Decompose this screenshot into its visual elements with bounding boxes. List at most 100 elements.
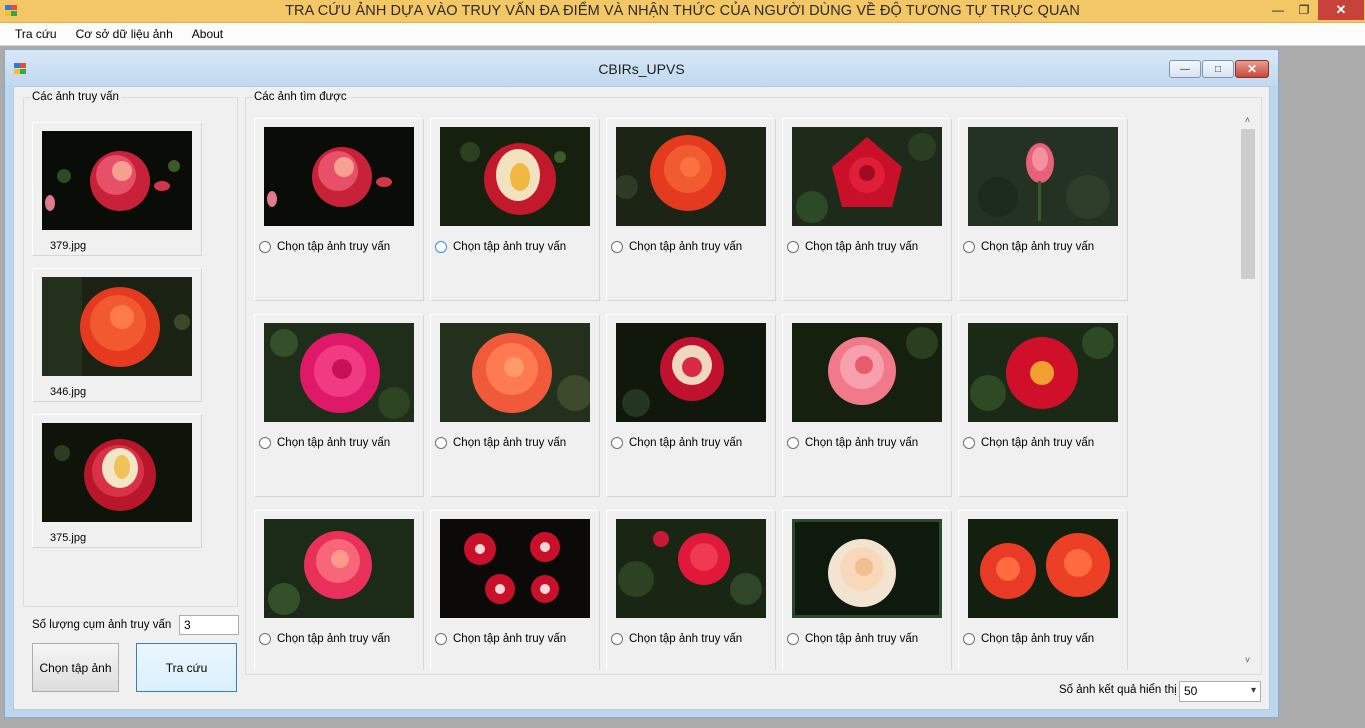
radio-icon[interactable]: [787, 241, 799, 253]
scrollbar-thumb[interactable]: [1241, 129, 1255, 279]
result-image-card[interactable]: Chọn tập ảnh truy vấn: [254, 510, 424, 670]
query-image-card[interactable]: 346.jpg: [32, 268, 202, 402]
chevron-down-icon[interactable]: ▾: [1250, 685, 1256, 696]
window-app-icon: [13, 62, 27, 76]
radio-label[interactable]: Chọn tập ảnh truy vấn: [805, 633, 919, 645]
result-thumbnail: [264, 323, 414, 422]
result-thumbnail: [616, 323, 766, 422]
result-image-card[interactable]: Chọn tập ảnh truy vấn: [606, 118, 776, 301]
window-close-button[interactable]: ✕: [1235, 60, 1269, 78]
window-titlebar: CBIRs_UPVS — □ ✕: [5, 50, 1278, 86]
radio-icon[interactable]: [611, 437, 623, 449]
radio-icon[interactable]: [963, 241, 975, 253]
radio-label[interactable]: Chọn tập ảnh truy vấn: [453, 241, 567, 253]
results-scroll-area[interactable]: Chọn tập ảnh truy vấn Chọn tập ảnh truy …: [254, 112, 1254, 670]
radio-label[interactable]: Chọn tập ảnh truy vấn: [277, 633, 391, 645]
cbirs-window: CBIRs_UPVS — □ ✕ Các ảnh truy vấn 379.jp…: [4, 49, 1279, 718]
result-thumbnail: [616, 127, 766, 226]
radio-label[interactable]: Chọn tập ảnh truy vấn: [453, 437, 567, 449]
results-group-label: Các ảnh tìm được: [252, 90, 349, 104]
result-count-value: 50: [1184, 684, 1198, 698]
result-thumbnail: [792, 127, 942, 226]
result-image-card[interactable]: Chọn tập ảnh truy vấn: [782, 118, 952, 301]
result-thumbnail: [968, 323, 1118, 422]
result-image-card[interactable]: Chọn tập ảnh truy vấn: [606, 314, 776, 497]
scroll-down-icon[interactable]: ˅: [1244, 655, 1251, 665]
app-title: TRA CỨU ẢNH DỰA VÀO TRUY VẤN ĐA ĐIỂM VÀ …: [285, 3, 1080, 19]
result-thumbnail: [440, 127, 590, 226]
result-image-card[interactable]: Chọn tập ảnh truy vấn: [782, 314, 952, 497]
radio-icon[interactable]: [787, 633, 799, 645]
result-image-card[interactable]: Chọn tập ảnh truy vấn: [958, 314, 1128, 497]
result-image-card[interactable]: Chọn tập ảnh truy vấn: [606, 510, 776, 670]
radio-icon[interactable]: [611, 241, 623, 253]
cluster-count-label: Số lượng cụm ảnh truy vấn: [32, 619, 172, 631]
window-title: CBIRs_UPVS: [598, 61, 685, 77]
result-image-card[interactable]: Chọn tập ảnh truy vấn: [254, 118, 424, 301]
result-image-card[interactable]: Chọn tập ảnh truy vấn: [958, 118, 1128, 301]
radio-icon[interactable]: [963, 633, 975, 645]
app-windows-icon: [4, 4, 18, 18]
radio-icon[interactable]: [787, 437, 799, 449]
radio-label[interactable]: Chọn tập ảnh truy vấn: [805, 437, 919, 449]
menubar: Tra cứu Cơ sở dữ liệu ảnh About: [0, 23, 1365, 46]
result-thumbnail: [968, 519, 1118, 618]
choose-image-set-button[interactable]: Chọn tập ảnh: [32, 643, 119, 692]
radio-label[interactable]: Chọn tập ảnh truy vấn: [629, 633, 743, 645]
radio-label[interactable]: Chọn tập ảnh truy vấn: [453, 633, 567, 645]
radio-icon[interactable]: [963, 437, 975, 449]
query-image-card[interactable]: 379.jpg: [32, 122, 202, 256]
radio-icon[interactable]: [259, 437, 271, 449]
cluster-count-input[interactable]: [179, 615, 239, 635]
radio-label[interactable]: Chọn tập ảnh truy vấn: [629, 241, 743, 253]
app-minimize-button[interactable]: —: [1272, 3, 1284, 17]
radio-label[interactable]: Chọn tập ảnh truy vấn: [277, 241, 391, 253]
scroll-up-icon[interactable]: ˄: [1244, 115, 1251, 125]
result-thumbnail: [616, 519, 766, 618]
radio-label[interactable]: Chọn tập ảnh truy vấn: [805, 241, 919, 253]
radio-icon[interactable]: [259, 633, 271, 645]
result-image-card[interactable]: Chọn tập ảnh truy vấn: [430, 118, 600, 301]
app-titlebar: TRA CỨU ẢNH DỰA VÀO TRUY VẤN ĐA ĐIỂM VÀ …: [0, 0, 1365, 23]
radio-icon[interactable]: [259, 241, 271, 253]
query-thumbnail: [42, 131, 192, 230]
search-button[interactable]: Tra cứu: [136, 643, 237, 692]
query-images-group: Các ảnh truy vấn 379.jpg: [23, 90, 238, 607]
radio-label[interactable]: Chọn tập ảnh truy vấn: [277, 437, 391, 449]
radio-label[interactable]: Chọn tập ảnh truy vấn: [981, 633, 1095, 645]
menu-tra-cuu[interactable]: Tra cứu: [15, 27, 57, 41]
menu-co-so-du-lieu-anh[interactable]: Cơ sở dữ liệu ảnh: [75, 27, 173, 41]
radio-icon[interactable]: [435, 437, 447, 449]
radio-icon[interactable]: [435, 241, 447, 253]
result-thumbnail: [264, 519, 414, 618]
app-close-button[interactable]: ✕: [1318, 0, 1364, 20]
radio-icon[interactable]: [435, 633, 447, 645]
query-group-label: Các ảnh truy vấn: [30, 90, 121, 104]
window-minimize-button[interactable]: —: [1169, 60, 1201, 78]
app-restore-button[interactable]: ❐: [1298, 3, 1310, 17]
query-filename: 346.jpg: [50, 386, 87, 398]
result-thumbnail: [440, 323, 590, 422]
radio-label[interactable]: Chọn tập ảnh truy vấn: [981, 437, 1095, 449]
result-thumbnail: [264, 127, 414, 226]
query-image-card[interactable]: 375.jpg: [32, 414, 202, 548]
result-count-select[interactable]: 50 ▾: [1179, 681, 1261, 702]
result-thumbnail: [968, 127, 1118, 226]
menu-about[interactable]: About: [191, 27, 224, 41]
query-thumbnail: [42, 423, 192, 522]
result-image-card[interactable]: Chọn tập ảnh truy vấn: [782, 510, 952, 670]
radio-label[interactable]: Chọn tập ảnh truy vấn: [981, 241, 1095, 253]
results-scrollbar[interactable]: ˄ ˅: [1239, 112, 1256, 668]
window-maximize-button[interactable]: □: [1202, 60, 1234, 78]
result-image-card[interactable]: Chọn tập ảnh truy vấn: [958, 510, 1128, 670]
radio-icon[interactable]: [611, 633, 623, 645]
window-client: Các ảnh truy vấn 379.jpg: [13, 86, 1270, 710]
result-image-card[interactable]: Chọn tập ảnh truy vấn: [254, 314, 424, 497]
radio-label[interactable]: Chọn tập ảnh truy vấn: [629, 437, 743, 449]
results-group: Các ảnh tìm được Chọn tập ảnh truy vấn C…: [245, 90, 1262, 675]
query-thumbnail: [42, 277, 192, 376]
result-thumbnail: [440, 519, 590, 618]
result-image-card[interactable]: Chọn tập ảnh truy vấn: [430, 510, 600, 670]
result-count-label: Số ảnh kết quả hiển thị: [1059, 684, 1177, 696]
result-image-card[interactable]: Chọn tập ảnh truy vấn: [430, 314, 600, 497]
